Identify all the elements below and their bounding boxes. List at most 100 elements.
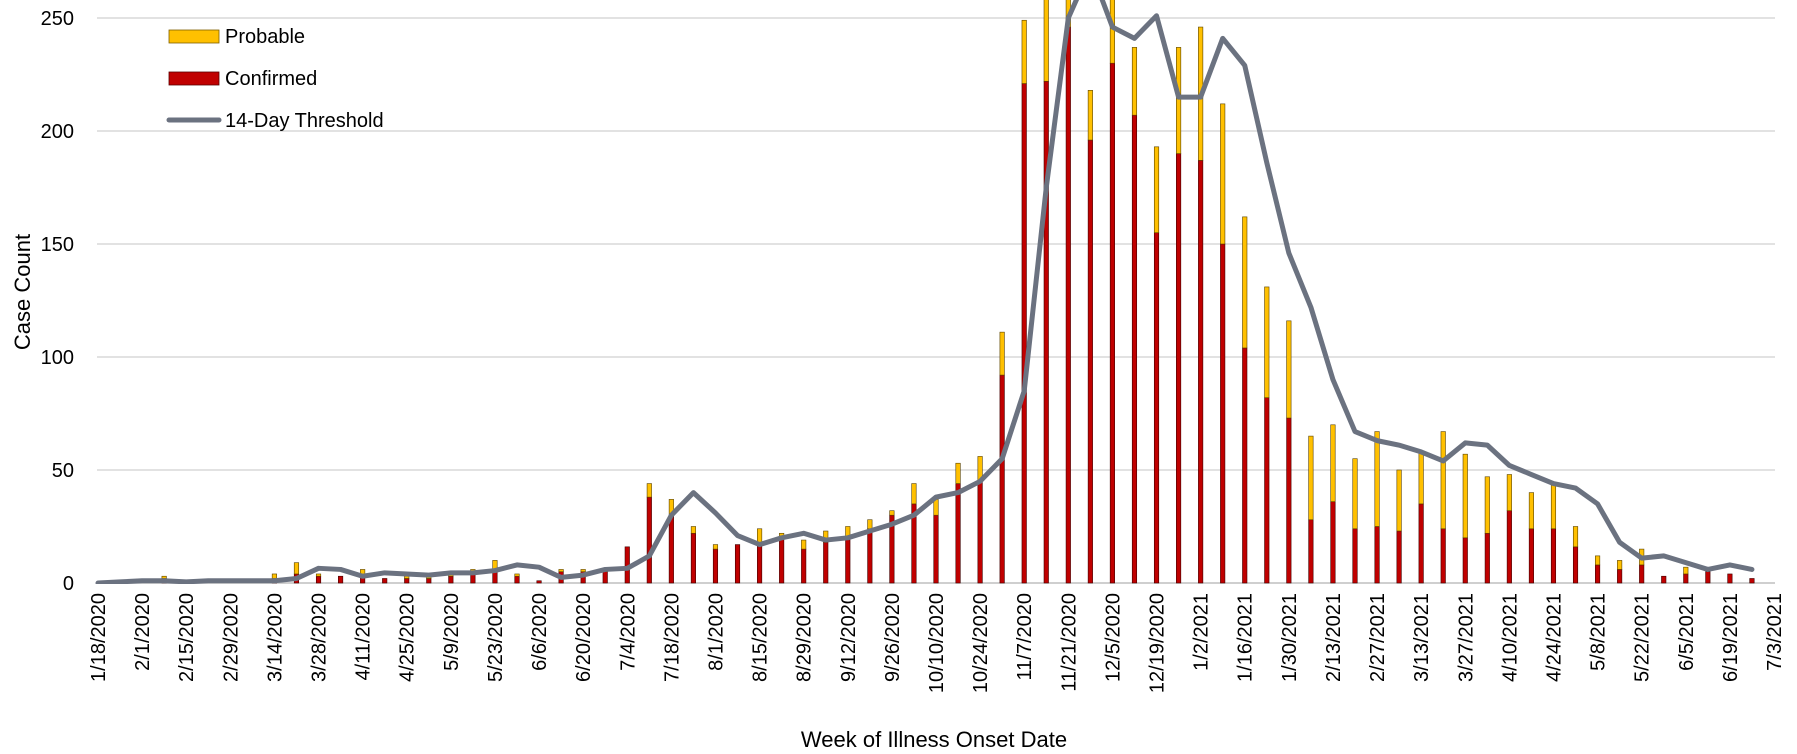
bar-confirmed [933,514,939,584]
x-tick-label: 8/15/2020 [750,593,772,682]
bar-confirmed [1220,243,1226,584]
bar-confirmed [690,532,696,584]
bar-probable [1528,492,1534,530]
x-tick-label: 11/7/2020 [1014,593,1036,681]
bar-confirmed [1264,397,1270,584]
bar-confirmed [1198,160,1204,584]
bar-confirmed [977,480,983,584]
x-tick-label: 1/2/2021 [1191,593,1213,671]
bar-confirmed [734,544,741,584]
bar-probable [1153,146,1160,234]
x-tick-label: 1/18/2020 [88,593,110,682]
bar-probable [1330,424,1336,502]
bar-probable [1043,0,1049,82]
x-tick-label: 6/6/2020 [529,593,551,671]
bar-confirmed [668,514,674,584]
x-tick-label: 2/29/2020 [220,593,242,682]
threshold-line-group [95,0,1755,584]
bar-confirmed [492,571,498,584]
x-tick-label: 5/22/2021 [1632,593,1654,682]
bar-probable [690,526,696,534]
x-tick-label: 4/11/2020 [353,593,375,681]
bar-confirmed [426,578,432,584]
bar-probable [1506,474,1512,511]
bar-confirmed [1330,501,1336,584]
bar-confirmed [602,571,608,584]
x-tick-label: 1/16/2021 [1235,593,1257,682]
bar-probable [1286,320,1292,419]
bar-confirmed [1176,153,1182,584]
bar-probable [801,539,807,550]
x-tick-label: 3/14/2020 [264,593,286,682]
bar-confirmed [338,575,344,584]
x-tick-label: 5/9/2020 [441,593,463,671]
x-tick-label: 6/19/2021 [1720,593,1742,682]
bar-confirmed [1131,114,1138,584]
legend-label-probable: Probable [225,26,305,48]
bar-confirmed [1727,573,1733,584]
bar-probable [1462,453,1468,539]
bar-confirmed [712,548,719,584]
bar-confirmed [1572,546,1579,584]
x-tick-label: 12/19/2020 [1147,593,1169,693]
bar-confirmed [1242,347,1248,584]
bar-confirmed [1506,510,1512,584]
bar-probable [1242,216,1248,349]
x-tick-label: 7/3/2021 [1764,593,1786,671]
bar-confirmed [1440,528,1446,584]
bar-confirmed [1617,569,1623,584]
legend-item-probable: Probable [168,26,305,48]
x-tick-label: 1/30/2021 [1279,593,1301,682]
bar-probable [1109,0,1115,64]
bar-probable [1176,47,1182,154]
bar-confirmed [779,537,785,584]
x-tick-label: 8/29/2020 [794,593,816,682]
x-axis-ticks: 1/18/2020 2/1/2020 2/15/2020 2/29/2020 3/14/… [88,593,1786,693]
y-tick-label: 50 [52,460,74,482]
x-tick-label: 3/13/2021 [1411,593,1433,682]
legend: Probable Confirmed 14-Day Threshold [166,26,384,132]
bar-confirmed [448,575,454,584]
bar-confirmed [823,542,829,584]
y-tick-label: 0 [63,573,74,595]
bar-probable [404,575,410,579]
bar-confirmed [955,483,961,584]
bar-probable [1418,451,1424,505]
bar-confirmed [1286,417,1292,584]
x-tick-label: 2/13/2021 [1323,593,1345,682]
legend-label-threshold: 14-Day Threshold [225,110,384,132]
bar-probable [580,569,586,573]
bar-confirmed [404,578,410,584]
y-axis-title: Case Count [10,234,35,350]
x-tick-label: 9/12/2020 [838,593,860,682]
bar-confirmed [1418,503,1424,584]
x-tick-label: 4/25/2020 [397,593,419,682]
bar-probable [1264,286,1270,398]
x-tick-label: 7/18/2020 [661,593,683,682]
x-tick-label: 10/24/2020 [970,593,992,693]
bar-probable [1550,483,1557,530]
bar-probable [1087,90,1093,141]
bar-probable [315,573,322,577]
y-tick-label: 100 [41,347,74,369]
bar-confirmed [646,496,652,584]
x-tick-label: 2/1/2020 [132,593,154,671]
bar-confirmed [1462,537,1468,584]
bar-confirmed [1639,564,1645,584]
bar-probable [161,575,167,579]
y-tick-label: 250 [41,8,74,30]
bars [161,0,1755,584]
x-tick-label: 10/10/2020 [926,593,948,693]
bar-probable [1572,526,1579,548]
bar-confirmed [1109,62,1115,584]
bar-probable [933,499,939,516]
bar-probable [1021,19,1027,84]
bar-probable [867,519,873,530]
bar-confirmed [1528,528,1534,584]
legend-item-confirmed: Confirmed [168,68,317,90]
bar-probable [889,510,895,516]
x-axis-title: Week of Illness Onset Date [801,727,1067,752]
x-tick-label: 3/28/2020 [309,593,331,682]
y-tick-label: 200 [41,121,74,143]
bar-confirmed [514,575,520,584]
